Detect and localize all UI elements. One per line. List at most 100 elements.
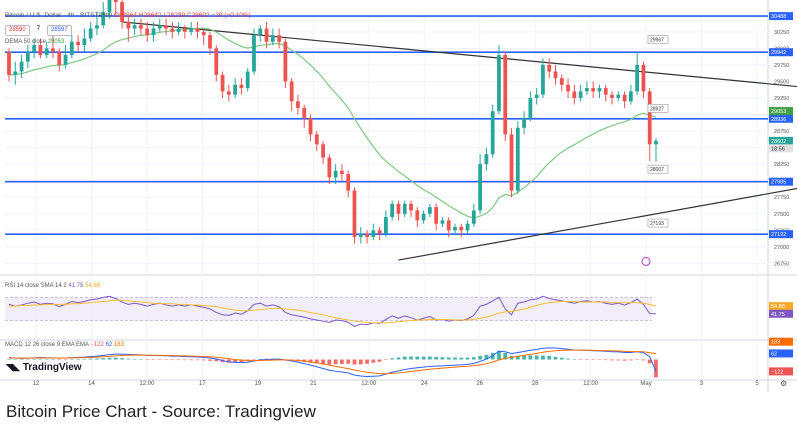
- macd-histogram-bar: [628, 359, 633, 361]
- level-price-badge: [769, 12, 793, 21]
- candle-body: [76, 41, 80, 46]
- price-chart[interactable]: 121412:0017192112:0024262812:00May353050…: [0, 0, 797, 392]
- macd-histogram-bar: [484, 354, 489, 360]
- level-price-label: 28936: [771, 117, 786, 123]
- macd-histogram-bar: [321, 359, 325, 364]
- ask-price[interactable]: 28597: [47, 25, 72, 36]
- macd-histogram-bar: [434, 356, 439, 360]
- macd-hist-value: −122: [90, 342, 104, 348]
- macd-histogram-bar: [478, 356, 483, 360]
- annotation-tag: [647, 218, 669, 228]
- level-price-label: 29942: [771, 50, 786, 56]
- macd-histogram-bar: [145, 359, 150, 360]
- candle-body: [471, 210, 476, 224]
- level-price-badge: [769, 177, 793, 186]
- ohlc-values: O28564 H28642 L28289 C28602 −29 (−0.10%): [113, 12, 251, 19]
- candle-body: [63, 55, 68, 65]
- rsi-badge-label: 41.75: [771, 312, 785, 318]
- candle-body: [302, 107, 307, 118]
- rsi-ma-value: 54.88: [85, 283, 101, 289]
- bid-price[interactable]: 28590: [5, 25, 30, 36]
- candle-body: [239, 84, 244, 89]
- macd-legend: MACD 12 26 close 9 EMA EMA −122 62 183: [5, 342, 124, 348]
- tradingview-logo[interactable]: ◥◣ TradingView: [6, 362, 82, 373]
- macd-histogram-bar: [390, 358, 395, 360]
- candle-body: [641, 64, 646, 92]
- candle-body: [465, 223, 470, 231]
- macd-signal-value: 183: [113, 342, 124, 348]
- candle-body: [201, 31, 206, 36]
- macd-histogram-bar: [346, 359, 351, 364]
- macd-histogram-bar: [57, 359, 62, 360]
- x-tick-label: 5: [755, 381, 759, 387]
- candle-body: [113, 0, 118, 3]
- dema-line: [8, 27, 657, 219]
- rsi-label-text: RSI 14 close SMA 14 2: [5, 283, 67, 289]
- candle-body: [296, 101, 300, 108]
- candle-body: [245, 71, 250, 89]
- y-tick-label: 27500: [774, 212, 789, 218]
- ma-legend: DEMA 50 close 29053: [5, 39, 64, 45]
- x-tick-label: 26: [476, 381, 483, 387]
- x-tick-label: 17: [199, 381, 206, 387]
- candle-body: [616, 94, 621, 98]
- macd-badge-label: 183: [771, 340, 780, 346]
- annotation-tag: [647, 35, 669, 44]
- macd-histogram-bar: [459, 357, 464, 360]
- candle-body: [164, 25, 168, 29]
- annotation-label: 28007: [650, 167, 664, 173]
- macd-histogram-bar: [553, 356, 558, 360]
- x-tick-label: 12:00: [361, 381, 377, 387]
- macd-histogram-bar: [635, 359, 640, 360]
- candle-body: [446, 220, 451, 231]
- macd-histogram-bar: [314, 359, 319, 364]
- candle-body: [277, 35, 281, 42]
- candle-body: [7, 51, 11, 75]
- rsi-badge: [769, 302, 793, 311]
- price-badge: [769, 136, 793, 145]
- macd-histogram-bar: [327, 359, 332, 365]
- macd-histogram-bar: [641, 359, 646, 361]
- level-price-label: 27985: [771, 180, 786, 186]
- candle-body: [82, 38, 87, 46]
- macd-histogram-bar: [352, 359, 357, 365]
- candle-body: [597, 88, 602, 92]
- macd-histogram-bar: [622, 359, 627, 361]
- macd-histogram-bar: [497, 350, 501, 360]
- macd-histogram-bar: [396, 357, 401, 360]
- macd-histogram-bar: [308, 359, 313, 363]
- macd-histogram-bar: [415, 356, 420, 360]
- macd-histogram-bar: [365, 359, 369, 364]
- annotation-label: 29967: [650, 38, 664, 44]
- macd-histogram-bar: [515, 355, 520, 360]
- macd-histogram-bar: [7, 359, 11, 360]
- annotation-tag: [647, 104, 669, 113]
- y-tick-label: 28750: [774, 129, 789, 135]
- macd-histogram-bar: [522, 355, 526, 360]
- candle-body: [578, 91, 583, 98]
- macd-histogram-bar: [76, 359, 80, 360]
- y-tick-label: 30250: [774, 30, 789, 36]
- spread-value: 7: [36, 26, 41, 32]
- candle-body: [421, 213, 426, 221]
- x-tick-label: 19: [255, 381, 262, 387]
- macd-histogram-bar: [647, 359, 652, 364]
- x-tick-label: 24: [421, 381, 428, 387]
- macd-histogram-bar: [195, 359, 200, 361]
- candle-body: [453, 227, 457, 231]
- candle-body: [270, 35, 275, 42]
- candle-body: [434, 207, 439, 224]
- candle-body: [126, 21, 131, 29]
- macd-histogram-bar: [32, 359, 37, 360]
- candle-body: [522, 117, 526, 128]
- macd-histogram-bar: [44, 359, 49, 360]
- macd-badge: [769, 337, 793, 346]
- macd-histogram-bar: [132, 359, 137, 360]
- macd-histogram-bar: [591, 359, 596, 360]
- y-tick-label: 29250: [774, 96, 789, 102]
- candle-body: [314, 134, 319, 145]
- candle-body: [484, 154, 489, 165]
- rsi-value: 41.75: [68, 283, 84, 289]
- macd-histogram-bar: [164, 359, 168, 360]
- macd-histogram-bar: [616, 359, 621, 361]
